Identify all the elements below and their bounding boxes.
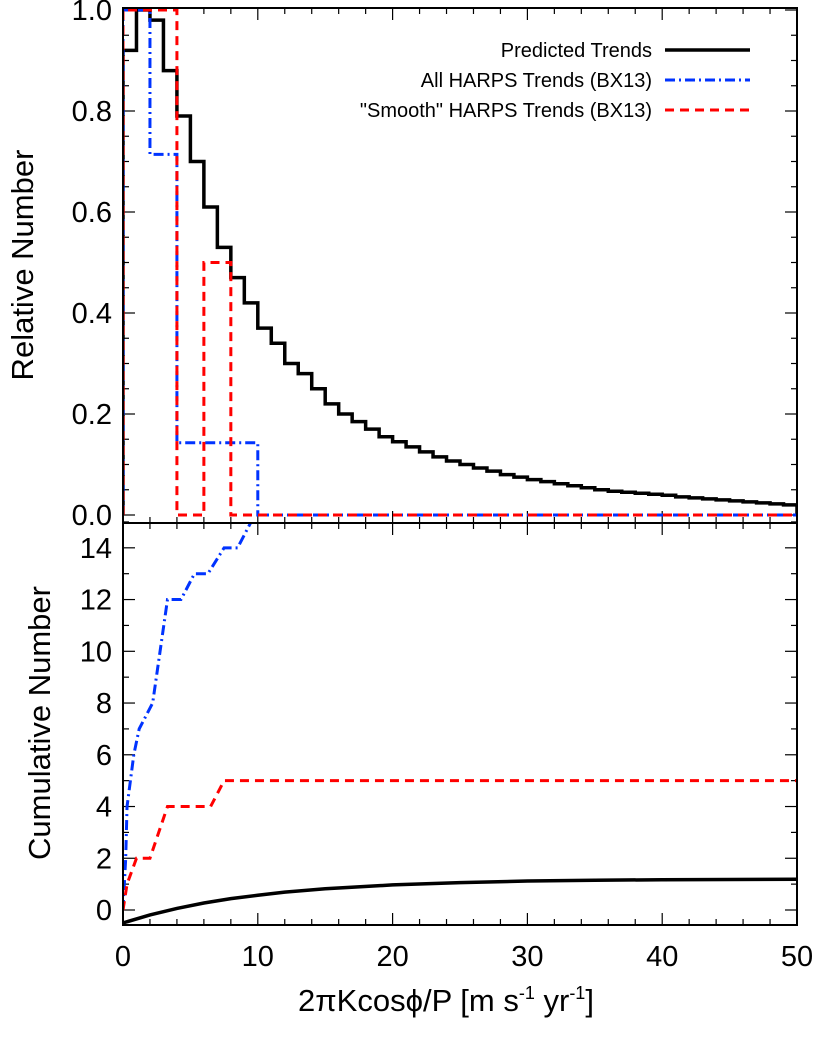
bottom-y-tick-label: 14 <box>80 533 112 565</box>
bottom-y-tick-label: 8 <box>96 688 112 720</box>
x-tick-label: 40 <box>646 941 678 973</box>
x-tick-label: 50 <box>781 941 813 973</box>
histogram-series-2 <box>123 8 797 517</box>
cumulative-series-1 <box>123 523 797 911</box>
bottom-y-tick-label: 10 <box>80 636 112 668</box>
bottom-y-tick-label: 4 <box>96 792 112 824</box>
top-y-tick-label: 0.4 <box>72 298 112 330</box>
bottom-panel-series <box>123 523 797 925</box>
cumulative-series-2 <box>123 779 797 911</box>
top-y-axis-label: Relative Number <box>5 150 40 381</box>
legend-label-predicted: Predicted Trends <box>501 40 652 62</box>
legend: Predicted Trends All HARPS Trends (BX13)… <box>360 40 750 122</box>
top-y-tick-label: 0.2 <box>72 399 112 431</box>
bottom-y-tick-label: 6 <box>96 740 112 772</box>
bottom-y-axis-label: Cumulative Number <box>22 586 57 860</box>
x-tick-label: 10 <box>242 941 274 973</box>
bottom-y-tick-label: 0 <box>96 895 112 927</box>
bottom-y-tick-label: 2 <box>96 843 112 875</box>
legend-label-all-harps: All HARPS Trends (BX13) <box>421 70 652 92</box>
legend-label-smooth-harps: "Smooth" HARPS Trends (BX13) <box>360 100 652 122</box>
top-y-tick-label: 0.6 <box>72 197 112 229</box>
top-y-tick-label: 0.0 <box>72 500 112 532</box>
x-tick-label: 30 <box>511 941 543 973</box>
top-panel-series <box>123 8 797 517</box>
x-tick-label: 20 <box>376 941 408 973</box>
top-y-tick-label: 0.8 <box>72 96 112 128</box>
top-y-tick-label: 1.0 <box>72 0 112 27</box>
histogram-series-1 <box>123 8 797 517</box>
bottom-panel-ticks: 0 2 4 6 8 10 12 14 0 10 20 30 40 50 <box>80 521 813 973</box>
cumulative-series-0 <box>123 877 797 925</box>
x-tick-label: 0 <box>115 941 131 973</box>
bottom-panel-frame <box>122 522 798 926</box>
bottom-y-tick-label: 12 <box>80 585 112 617</box>
x-axis-label: 2πKcosϕ/P [m s-1 yr-1] <box>298 983 594 1018</box>
